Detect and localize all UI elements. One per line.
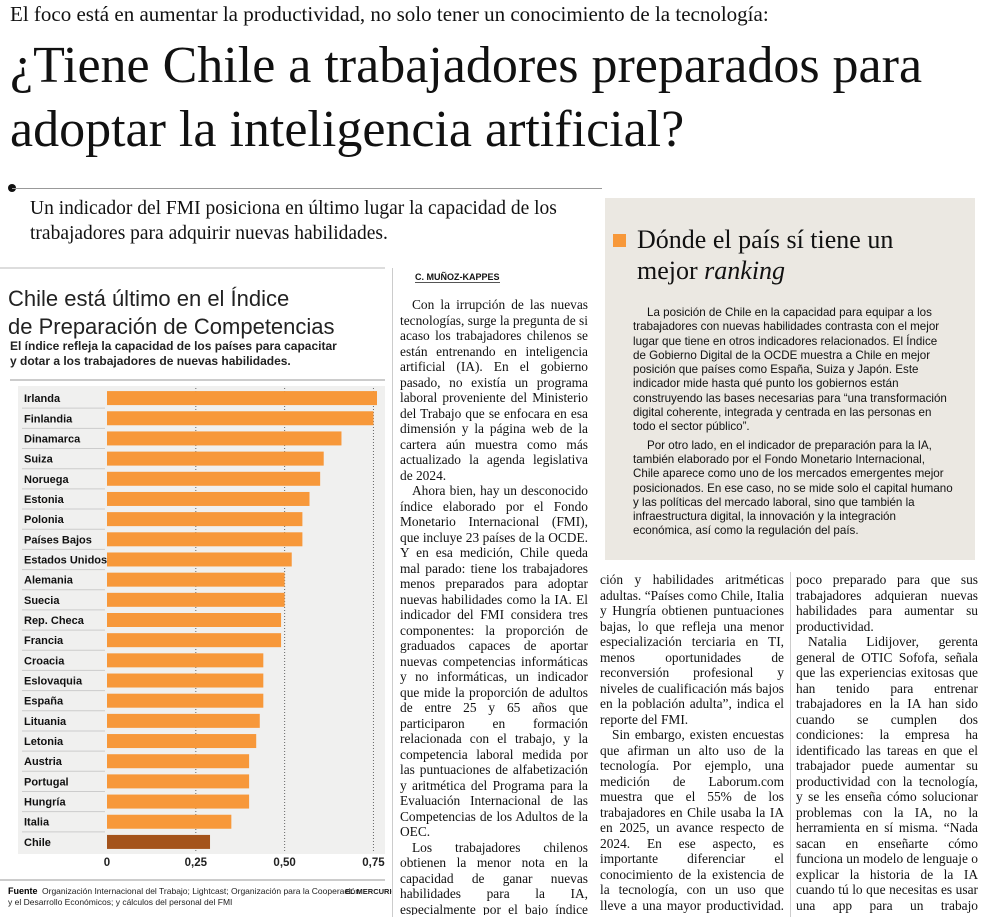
subtitle-line: y dotar a los trabajadores de nuevas hab… <box>10 354 291 368</box>
bar <box>107 653 264 668</box>
bar <box>107 471 321 486</box>
x-tick-label: 0,25 <box>185 857 208 869</box>
bar <box>107 512 303 527</box>
sidebar-title-italic: ranking <box>704 256 786 285</box>
y-tick-label: Lituania <box>24 716 67 728</box>
paragraph: La posición de Chile en la capacidad par… <box>633 306 947 434</box>
sidebar-title-text: Dónde el país sí tiene un mejor <box>637 225 894 285</box>
y-tick-label: Chile <box>24 837 51 849</box>
x-tick-label: 0 <box>104 857 110 869</box>
kicker: El foco está en aumentar la productivida… <box>10 2 769 26</box>
bar <box>107 431 342 446</box>
bar <box>107 693 264 708</box>
bar <box>107 734 257 749</box>
bar <box>107 451 324 466</box>
source-line: Organización Internacional del Trabajo; … <box>42 886 360 896</box>
bar <box>107 552 292 567</box>
y-tick-label: Irlanda <box>24 393 61 405</box>
y-tick-label: Croacia <box>24 655 65 667</box>
bar <box>107 391 377 406</box>
paragraph: Los trabajadores chilenos obtienen la me… <box>400 839 588 916</box>
column-rule <box>392 268 393 917</box>
credit: EL MERCURIO <box>345 887 392 896</box>
paragraph: Por otro lado, en el indicador de prepar… <box>633 438 953 538</box>
y-tick-label: Países Bajos <box>24 534 92 546</box>
source: Organización Internacional del Trabajo; … <box>8 886 360 907</box>
bar <box>107 491 310 506</box>
bar <box>107 754 250 769</box>
y-tick-label: Francia <box>24 635 64 647</box>
source-label: Fuente <box>8 886 38 896</box>
y-tick-label: Finlandia <box>24 413 73 425</box>
bar <box>107 834 211 849</box>
paragraph: Natalia Lidijover, gerenta general de OT… <box>796 634 978 915</box>
bar <box>107 592 285 607</box>
y-tick-label: Portugal <box>24 776 69 788</box>
rule <box>12 188 602 189</box>
chart-title: Chile está último en el Índice de Prepara… <box>8 286 335 339</box>
y-tick-label: Estados Unidos <box>24 554 107 566</box>
y-tick-label: Alemania <box>24 575 74 587</box>
article-column: ción y habilidades aritméticas adultas. … <box>600 572 784 915</box>
article-column: poco preparado para que sus trabajadores… <box>796 572 978 915</box>
column-rule <box>790 572 791 917</box>
chart-title-line: de Preparación de Competencias <box>8 314 335 339</box>
y-tick-label: Eslovaquia <box>24 676 83 688</box>
article-column: Con la irrupción de las nuevas tecnologí… <box>400 297 588 915</box>
y-tick-label: Italia <box>24 817 50 829</box>
bar <box>107 814 232 829</box>
y-tick-label: Hungría <box>24 797 66 809</box>
y-tick-label: Noruega <box>24 474 70 486</box>
sidebar: Dónde el país sí tiene un mejor ranking … <box>605 198 975 560</box>
deck: Un indicador del FMI posiciona en último… <box>30 198 557 244</box>
y-tick-label: Estonia <box>24 494 65 506</box>
byline: C. MUÑOZ-KAPPES <box>415 272 500 283</box>
sidebar-title: Dónde el país sí tiene un mejor ranking <box>637 224 957 286</box>
y-tick-label: España <box>24 696 64 708</box>
paragraph: poco preparado para que sus trabajadores… <box>796 572 978 634</box>
y-tick-label: Rep. Checa <box>24 615 85 627</box>
y-tick-label: Letonia <box>24 736 64 748</box>
y-tick-label: Austria <box>24 756 63 768</box>
paragraph: Ahora bien, hay un desconocido índice el… <box>400 483 588 839</box>
y-tick-label: Polonia <box>24 514 65 526</box>
bar <box>107 794 250 809</box>
bar <box>107 572 285 587</box>
paragraph: ción y habilidades aritméticas adultas. … <box>600 572 784 727</box>
bar <box>107 713 260 728</box>
y-tick-label: Suiza <box>24 454 54 466</box>
sidebar-body: La posición de Chile en la capacidad par… <box>633 306 953 543</box>
bar <box>107 613 282 627</box>
x-tick-label: 0,50 <box>273 857 295 869</box>
paragraph: Sin embargo, existen encuestas que afirm… <box>600 727 784 915</box>
bar <box>107 774 250 789</box>
y-tick-label: Suecia <box>24 595 60 607</box>
subtitle-line: El índice refleja la capacidad de los pa… <box>10 339 337 353</box>
paragraph: Con la irrupción de las nuevas tecnologí… <box>400 297 588 483</box>
bar <box>107 633 282 648</box>
source-line: y el Desarrollo Económicos; y cálculos d… <box>8 897 232 907</box>
square-icon <box>613 234 626 247</box>
bar <box>107 532 303 547</box>
y-tick-label: Dinamarca <box>24 433 81 445</box>
chart-subtitle: El índice refleja la capacidad de los pa… <box>10 339 337 368</box>
headline: ¿Tiene Chile a trabajadores preparados p… <box>10 37 923 158</box>
x-tick-label: 0,75 <box>362 857 385 869</box>
chart-title-line: Chile está último en el Índice <box>8 286 289 311</box>
chart: Chile está último en el Índice de Prepara… <box>0 267 392 907</box>
bar <box>107 673 264 688</box>
bar <box>107 411 374 426</box>
